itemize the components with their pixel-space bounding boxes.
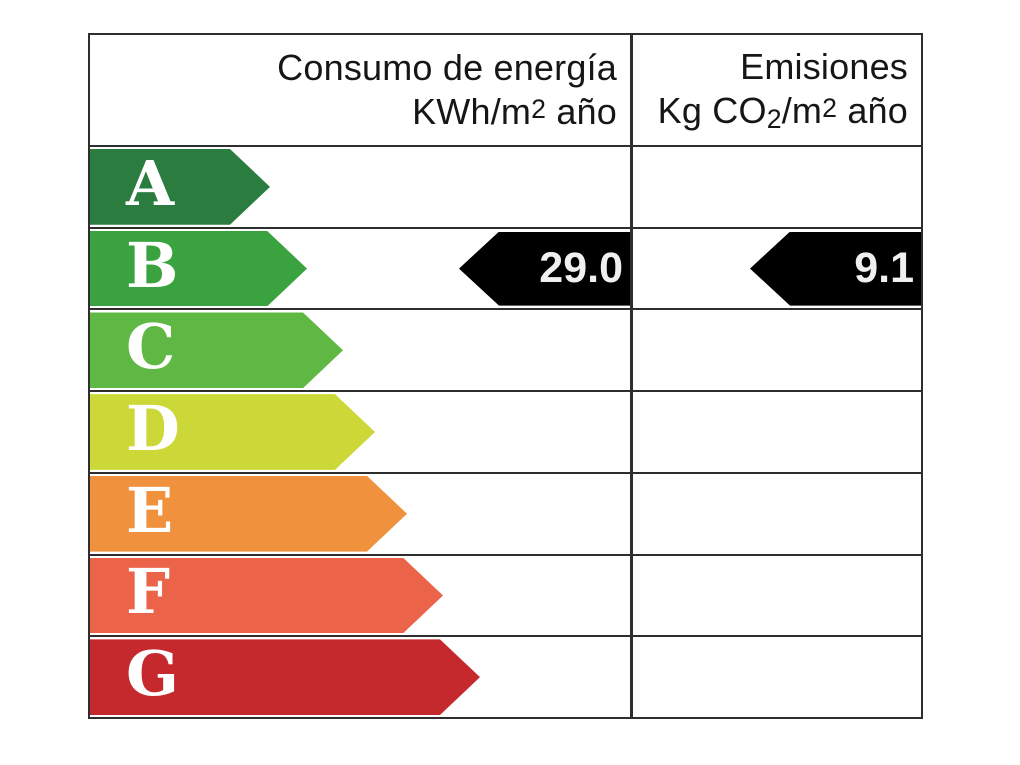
consumption-value-arrow: 29.0: [459, 231, 630, 306]
consumption-header-cell: Consumo de energía KWh/m2 año: [90, 35, 633, 145]
emissions-header-cell: Emisiones Kg CO2/m2 año: [633, 35, 921, 145]
rating-letter-f: F: [126, 555, 171, 629]
rating-letter-g: G: [126, 637, 179, 711]
rating-arrow-c: C: [90, 312, 343, 388]
rating-row-g-consumption-cell: G: [90, 637, 633, 718]
emissions-header-title: Emisiones: [740, 45, 908, 87]
rating-letter-c: C: [126, 310, 176, 384]
rating-arrow-d: D: [90, 394, 375, 470]
rating-arrow-g: G: [90, 639, 480, 715]
emissions-unit-subscript: 2: [766, 103, 782, 134]
energy-efficiency-label: Consumo de energía KWh/m2 año Emisiones …: [88, 33, 923, 719]
rating-row-f-emissions-cell: [633, 556, 921, 636]
header-row: Consumo de energía KWh/m2 año Emisiones …: [90, 35, 921, 147]
rating-letter-a: A: [126, 146, 175, 220]
consumption-value: 29.0: [539, 244, 623, 293]
rating-row-f-consumption-cell: F: [90, 555, 633, 636]
rating-row-a-consumption-cell: A: [90, 147, 633, 227]
emissions-unit-exponent: 2: [822, 92, 838, 123]
rating-row-e: E: [90, 471, 921, 554]
rating-letter-b: B: [126, 228, 179, 302]
rating-row-d-consumption-cell: D: [90, 392, 633, 472]
consumption-header-title: Consumo de energía: [277, 47, 617, 89]
rating-row-b: B 29.0 9.1: [90, 226, 921, 309]
emissions-value: 9.1: [854, 244, 914, 293]
rating-row-f: F: [90, 553, 921, 636]
rating-row-g-emissions-cell: [633, 637, 921, 717]
rating-row-b-emissions-cell: 9.1: [633, 229, 921, 309]
rating-arrow-a: A: [90, 149, 270, 225]
rating-row-e-consumption-cell: E: [90, 473, 633, 554]
consumption-unit-exponent: 2: [531, 94, 547, 125]
rating-letter-d: D: [126, 392, 180, 466]
rating-row-c: C: [90, 308, 921, 391]
emissions-header-unit: Kg CO2/m2 año: [657, 89, 908, 134]
rating-arrow-f: F: [90, 558, 443, 634]
rating-letter-e: E: [126, 473, 174, 547]
rating-row-c-consumption-cell: C: [90, 310, 633, 391]
rating-row-e-emissions-cell: [633, 474, 921, 554]
emissions-value-arrow: 9.1: [750, 231, 921, 306]
consumption-header-unit: KWh/m2 año: [412, 91, 617, 132]
rating-row-a-emissions-cell: [633, 147, 921, 227]
rating-row-d-emissions-cell: [633, 392, 921, 472]
rating-row-d: D: [90, 390, 921, 472]
rating-row-b-consumption-cell: B 29.0: [90, 228, 633, 309]
rating-arrow-b: B: [90, 231, 307, 307]
rating-row-c-emissions-cell: [633, 310, 921, 390]
rating-arrow-e: E: [90, 476, 407, 552]
rating-row-g: G: [90, 635, 921, 718]
rating-rows: A B 29.0 9.1 C: [90, 147, 921, 718]
rating-row-a: A: [90, 147, 921, 227]
